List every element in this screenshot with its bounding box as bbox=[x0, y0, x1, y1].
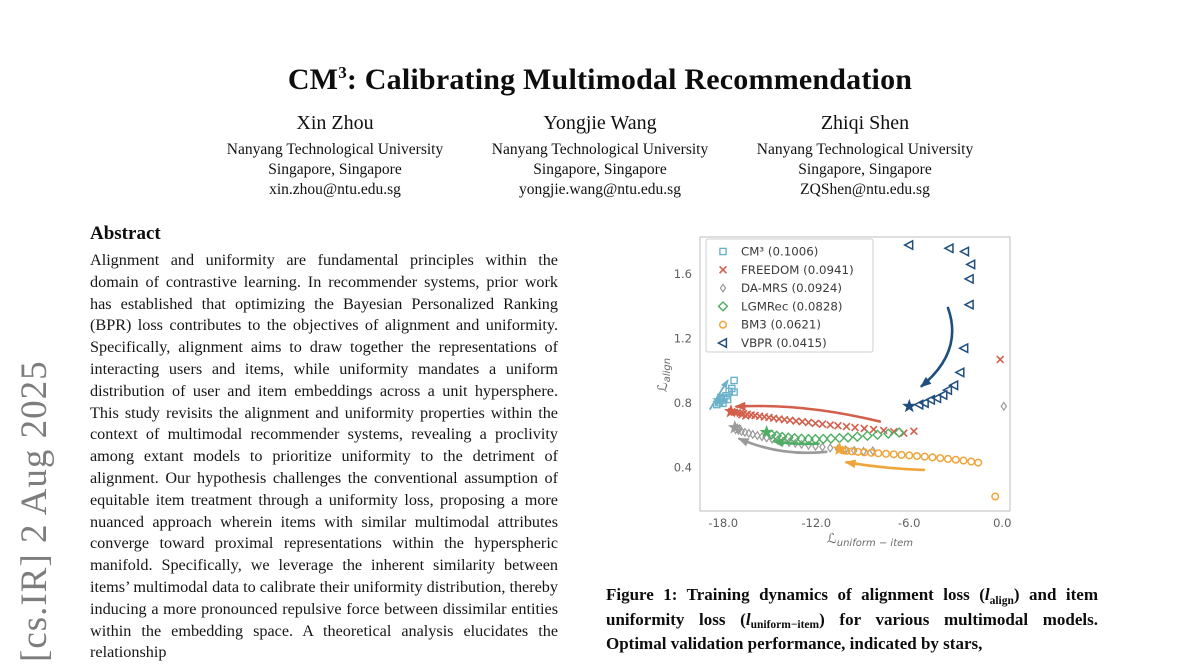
optimal-star-marker bbox=[902, 398, 917, 413]
arxiv-watermark: [cs.IR] 2 Aug 2025 bbox=[14, 360, 55, 662]
page: { "arxiv_banner": "[cs.IR] 2 Aug 2025", … bbox=[0, 63, 1200, 662]
abstract-text: Alignment and uniformity are fundamental… bbox=[90, 251, 558, 662]
author-email: yongjie.wang@ntu.edu.sg bbox=[519, 181, 681, 198]
x-tick-label: -12.0 bbox=[801, 516, 831, 530]
author-block-1: Xin Zhou Nanyang Technological Universit… bbox=[185, 112, 485, 200]
y-tick-label: 1.6 bbox=[674, 267, 692, 281]
author-location: Singapore, Singapore bbox=[533, 161, 667, 178]
y-tick-label: 0.8 bbox=[674, 396, 692, 410]
author-block-3: Zhiqi Shen Nanyang Technological Univers… bbox=[715, 112, 1015, 200]
author-block-2: Yongjie Wang Nanyang Technological Unive… bbox=[450, 112, 750, 200]
series-BM3 bbox=[832, 441, 1000, 501]
y-axis-label: ℒalign bbox=[655, 358, 673, 392]
abstract-heading: Abstract bbox=[90, 223, 161, 244]
caption-segment: ) and item uniformity loss ( bbox=[606, 585, 1098, 629]
caption-segment: l bbox=[745, 609, 751, 629]
series-VBPR bbox=[902, 239, 976, 413]
legend-label: LGMRec (0.0828) bbox=[741, 299, 843, 313]
legend-box bbox=[705, 238, 874, 353]
paper-title: CM3: Calibrating Multimodal Recommendati… bbox=[0, 63, 1200, 97]
optimal-star-marker bbox=[723, 403, 739, 418]
author-location: Singapore, Singapore bbox=[268, 161, 402, 178]
caption-segment: Figure 1: Training dynamics of alignment… bbox=[606, 585, 985, 604]
optimal-star-marker bbox=[759, 424, 774, 439]
y-tick-label: 0.4 bbox=[674, 460, 692, 474]
x-tick-label: -18.0 bbox=[708, 516, 738, 530]
figure-1-chart: -18.0 -12.0 -6.0 0.0 0.4 0.8 1.2 1.6 ℒuniform − … bbox=[655, 236, 1011, 549]
author-email: ZQShen@ntu.edu.sg bbox=[800, 181, 930, 198]
author-affiliation: Nanyang Technological University bbox=[491, 141, 709, 158]
author-affiliation: Nanyang Technological University bbox=[226, 141, 444, 158]
legend-label: FREEDOM (0.0941) bbox=[741, 263, 854, 277]
title-suffix: : Calibrating Multimodal Recommendation bbox=[346, 63, 913, 96]
title-prefix: CM bbox=[287, 63, 339, 96]
caption-segment: l bbox=[984, 585, 990, 604]
author-affiliation: Nanyang Technological University bbox=[756, 141, 974, 158]
author-name: Xin Zhou bbox=[296, 112, 374, 134]
x-tick-label: -6.0 bbox=[898, 516, 920, 530]
caption-segment: uniform−item bbox=[750, 619, 820, 631]
optimal-star-marker bbox=[832, 441, 847, 455]
optimal-star-marker bbox=[727, 420, 742, 434]
author-email: xin.zhou@ntu.edu.sg bbox=[269, 181, 401, 198]
figure-1-caption: Figure 1: Training dynamics of alignment… bbox=[606, 584, 1098, 655]
legend: CM³ (0.1006) FREEDOM (0.0941) DA-MRS (0.09… bbox=[705, 238, 874, 353]
author-name: Yongjie Wang bbox=[543, 112, 657, 134]
series-FREEDOM bbox=[723, 355, 1005, 438]
legend-label: DA-MRS (0.0924) bbox=[741, 281, 842, 295]
author-location: Singapore, Singapore bbox=[798, 161, 932, 178]
legend-label: CM³ (0.1006) bbox=[741, 245, 818, 259]
optimal-star-marker bbox=[712, 393, 727, 407]
x-axis-label: ℒuniform − item bbox=[827, 531, 913, 549]
legend-label: VBPR (0.0415) bbox=[741, 336, 827, 350]
caption-segment: align bbox=[989, 594, 1014, 607]
legend-label: BM3 (0.0621) bbox=[741, 318, 821, 332]
y-tick-label: 1.2 bbox=[674, 332, 692, 346]
series-CM³ bbox=[709, 376, 738, 411]
series-LGMRec bbox=[759, 424, 905, 448]
x-tick-label: 0.0 bbox=[993, 516, 1011, 530]
title-superscript: 3 bbox=[338, 63, 347, 82]
author-name: Zhiqi Shen bbox=[820, 112, 910, 134]
